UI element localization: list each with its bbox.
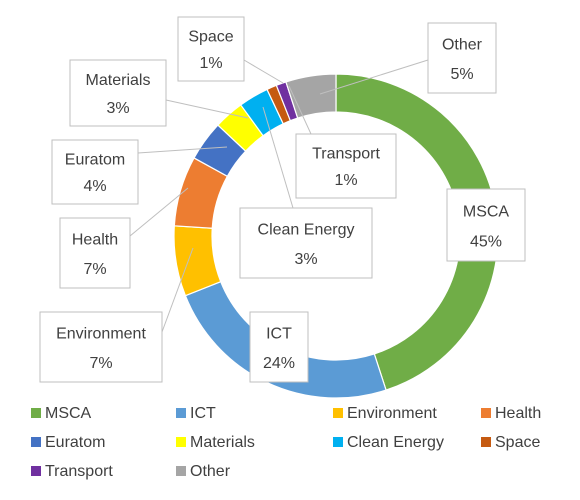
callout-box-other	[427, 22, 497, 94]
data-label-value-environment: 7%	[89, 355, 112, 372]
legend-swatch-other	[176, 466, 186, 476]
callout-box-euratom	[51, 139, 139, 205]
legend: MSCA ICT Environment Health Euratom Materials…	[31, 405, 541, 480]
leader-lines-group	[129, 59, 429, 333]
leader-line-materials	[165, 99, 249, 119]
data-label-category-materials: Materials	[86, 72, 151, 89]
callout-box-space	[177, 16, 245, 82]
data-label-value-other: 5%	[450, 66, 473, 83]
callout-box-environment	[39, 311, 163, 383]
data-label-value-euratom: 4%	[83, 178, 106, 195]
legend-swatch-materials	[176, 437, 186, 447]
callout-box-msca	[446, 188, 526, 262]
legend-swatch-ict	[176, 408, 186, 418]
callout-box-clean-energy	[239, 207, 373, 279]
leader-line-clean-energy	[262, 106, 294, 209]
legend-label-health: Health	[495, 405, 541, 422]
legend-label-environment: Environment	[347, 405, 437, 422]
data-label-value-space: 1%	[199, 55, 222, 72]
data-label-value-transport: 1%	[334, 172, 357, 189]
leader-line-other	[319, 59, 429, 95]
legend-swatch-transport	[31, 466, 41, 476]
leader-line-euratom	[137, 146, 228, 154]
legend-swatch-health	[481, 408, 491, 418]
data-label-category-health: Health	[72, 232, 118, 249]
legend-swatch-msca	[31, 408, 41, 418]
data-label-category-other: Other	[442, 37, 483, 54]
callout-box-transport	[295, 133, 397, 199]
legend-label-space: Space	[495, 434, 540, 451]
legend-label-euratom: Euratom	[45, 434, 105, 451]
data-label-value-materials: 3%	[106, 100, 129, 117]
legend-label-other: Other	[190, 463, 231, 480]
leader-line-health	[129, 187, 189, 237]
data-label-category-euratom: Euratom	[65, 151, 125, 168]
slice-msca	[335, 73, 499, 391]
data-label-category-transport: Transport	[312, 145, 380, 162]
legend-label-clean-energy: Clean Energy	[347, 434, 444, 451]
data-label-category-msca: MSCA	[463, 203, 510, 220]
legend-label-msca: MSCA	[45, 405, 92, 422]
legend-swatch-environment	[333, 408, 343, 418]
leader-line-space	[243, 59, 284, 84]
leader-line-environment	[161, 247, 194, 333]
data-label-value-clean-energy: 3%	[294, 251, 317, 268]
callout-box-health	[59, 217, 131, 289]
leader-line-transport	[288, 85, 312, 135]
slices-group	[173, 73, 499, 399]
legend-swatch-space	[481, 437, 491, 447]
callout-box-materials	[69, 59, 167, 127]
data-label-value-ict: 24%	[263, 355, 295, 372]
data-label-category-clean-energy: Clean Energy	[258, 222, 355, 239]
legend-label-materials: Materials	[190, 434, 255, 451]
data-label-category-ict: ICT	[266, 326, 292, 343]
data-label-category-environment: Environment	[56, 326, 146, 343]
data-label-value-msca: 45%	[470, 234, 502, 251]
data-label-category-space: Space	[188, 28, 233, 45]
legend-swatch-euratom	[31, 437, 41, 447]
legend-label-ict: ICT	[190, 405, 216, 422]
data-label-value-health: 7%	[83, 261, 106, 278]
legend-swatch-clean-energy	[333, 437, 343, 447]
callout-box-ict	[249, 311, 309, 383]
legend-label-transport: Transport	[45, 463, 113, 480]
callouts-group: MSCA 45% ICT 24% Environment 7% Health 7% Eurato…	[39, 16, 526, 383]
